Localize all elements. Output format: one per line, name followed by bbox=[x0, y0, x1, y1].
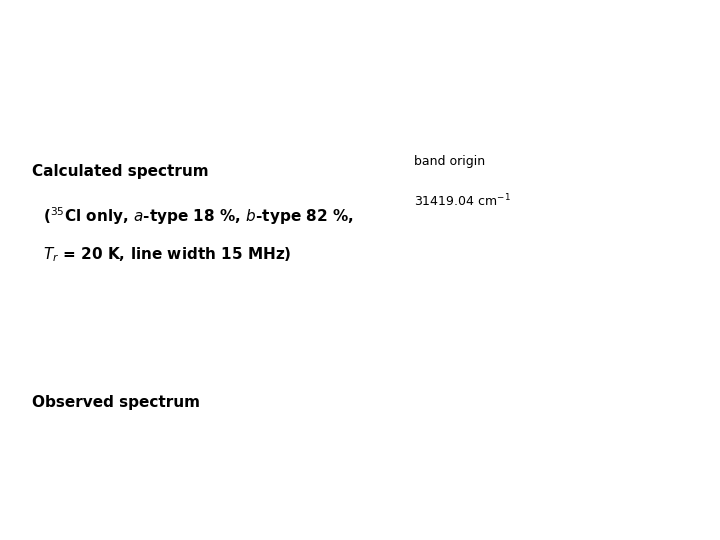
Text: Calculated spectrum: Calculated spectrum bbox=[32, 164, 209, 179]
Text: ($^{35}$Cl only, $a$-type 18 %, $b$-type 82 %,: ($^{35}$Cl only, $a$-type 18 %, $b$-type… bbox=[43, 206, 354, 227]
Text: High-resolution fluorescence excitation spectrum of 0-0 band of: High-resolution fluorescence excitation … bbox=[21, 21, 699, 39]
Text: $T_r$ = 20 K, line width 15 MHz): $T_r$ = 20 K, line width 15 MHz) bbox=[43, 245, 292, 264]
Text: band origin: band origin bbox=[414, 155, 485, 168]
Text: Observed spectrum: Observed spectrum bbox=[32, 395, 200, 410]
Text: 2-ClN $S_1\leftarrow S_0$ transition: 2-ClN $S_1\leftarrow S_0$ transition bbox=[240, 61, 480, 83]
Text: 31419.04 cm$^{-1}$: 31419.04 cm$^{-1}$ bbox=[414, 192, 511, 209]
